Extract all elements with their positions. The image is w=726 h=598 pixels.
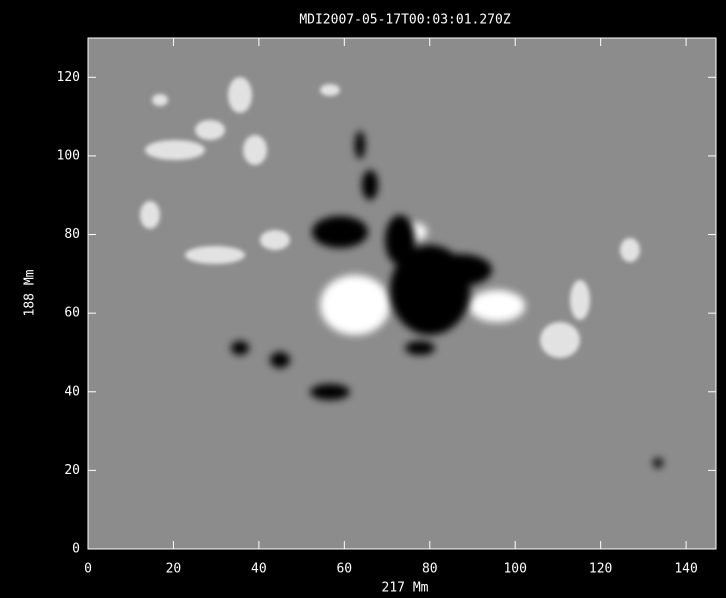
y-tick-label: 100 [57, 148, 80, 163]
y-tick-label: 0 [72, 542, 80, 557]
plot-frame [87, 37, 717, 550]
x-tick-label: 120 [589, 562, 612, 577]
chart-title: MDI2007-05-17T00:03:01.270Z [299, 13, 510, 28]
x-tick-label: 140 [674, 562, 697, 577]
x-tick-label: 20 [166, 562, 182, 577]
x-tick-label: 60 [336, 562, 352, 577]
y-tick-label: 60 [64, 306, 80, 321]
y-tick-label: 20 [64, 463, 80, 478]
x-tick-label: 40 [251, 562, 267, 577]
y-axis-label: 188 Mm [23, 269, 38, 316]
y-tick-label: 40 [64, 384, 80, 399]
x-tick-label: 80 [422, 562, 438, 577]
y-tick-label: 120 [57, 70, 80, 85]
y-tick-label: 80 [64, 227, 80, 242]
x-tick-label: 0 [84, 562, 92, 577]
magnetogram [140, 77, 663, 468]
x-axis-label: 217 Mm [382, 581, 429, 596]
x-tick-label: 100 [503, 562, 526, 577]
